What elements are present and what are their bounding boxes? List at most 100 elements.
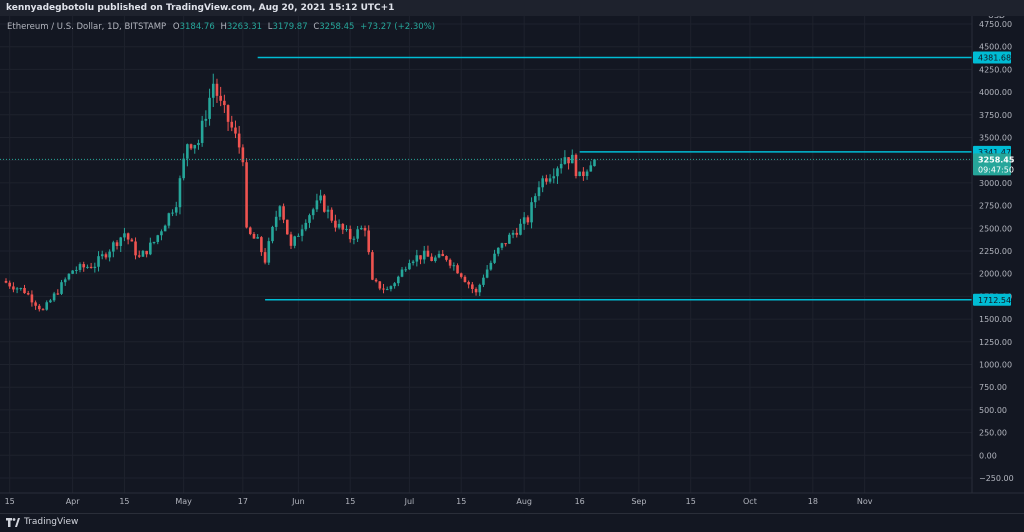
candle-body [467,282,470,285]
candle-body [430,256,433,261]
candle-body [567,157,570,164]
candle-body [82,264,86,268]
candle-body [86,266,89,268]
low-value: 3179.87 [272,22,308,32]
candle-body [537,187,541,197]
candle-body [382,288,385,290]
candle-body [67,273,71,280]
candle-body [397,276,400,284]
horizontal-levels[interactable] [0,56,972,301]
candle-body [93,266,97,268]
candle-body [319,195,322,201]
candle-body [145,250,148,255]
price-tick-label: 3500.00 [979,134,1012,143]
candle-body [367,230,371,253]
candle-body [530,202,533,223]
candle-body [204,118,208,121]
candle-body [474,289,478,293]
time-tick-label: Jun [291,497,305,506]
candle-body [548,178,552,182]
candle-body [126,233,130,240]
time-tick-label: 16 [575,497,585,506]
candle-body [186,144,189,159]
candle-body [167,213,171,226]
price-axis[interactable]: −250.00 0.00 250.00 500.00 750.00 1000.00 1250… [979,11,1014,483]
candle-body [323,195,326,212]
time-tick-label: Oct [743,497,757,506]
publisher-text: kennyadegbotolu published on TradingView… [6,3,395,13]
time-axis[interactable]: 15 Apr 15 May 17 Jun 15 Jul 15 Aug 16 Sep 15 Oct 18 Nov [5,497,873,506]
candle-body [371,252,374,280]
candle-body [211,83,215,98]
candle-body [559,163,563,169]
candle-body [23,288,26,294]
candle-body [123,233,126,238]
price-tick-label: 2000.00 [979,270,1012,279]
chart-area[interactable]: −250.00 0.00 250.00 500.00 750.00 1000.00 1250… [0,11,1024,516]
level-price-tag [973,51,1011,64]
candle-body [315,200,319,210]
price-tick-label: 4750.00 [979,20,1012,29]
time-tick-label: 18 [808,497,818,506]
candle-body [308,215,311,223]
high-value: 3263.31 [226,22,263,32]
candle-body [504,243,507,245]
bar-countdown-label: 09:47:50 [978,165,1014,174]
candle-body [134,241,137,256]
candle-body [215,83,219,96]
candle-body [45,302,49,310]
price-tick-label: 250.00 [979,429,1007,438]
candle-body [15,288,19,290]
candle-body [341,223,345,230]
candle-body [419,255,422,260]
candle-body [522,217,526,224]
candle-body [274,216,278,227]
candle-body [541,178,544,188]
grid [0,16,972,493]
candle-body [437,253,441,258]
time-tick-label: 15 [456,497,466,506]
candle-body [278,206,282,217]
tradingview-logo[interactable]: TradingView [6,517,78,527]
candle-body [149,242,152,255]
candle-body [197,142,200,146]
price-tick-label: 0.00 [979,451,997,460]
candle-body [363,227,367,231]
price-chart[interactable]: −250.00 0.00 250.00 500.00 750.00 1000.00 1250… [0,11,1024,516]
candle-body [30,294,34,303]
candle-body [49,300,52,303]
candle-body [219,95,222,101]
candle-body [360,227,363,230]
candle-body [245,162,248,228]
candle-body [285,219,289,235]
candle-body [311,209,315,216]
candle-body [60,282,63,294]
candle-body [300,229,304,236]
low-label: L [267,22,273,32]
candle-body [330,209,333,221]
candle-body [526,217,530,223]
candle-body [223,100,226,106]
candle-body [515,232,519,235]
candle-body [485,269,489,278]
tradingview-logo-icon [6,517,20,527]
level-price-label: 3341.47 [978,148,1011,157]
candle-body [252,233,256,239]
candle-body [119,237,123,246]
price-tick-label: 1000.00 [979,361,1012,370]
open-label: O [172,22,180,32]
candle-body [582,171,585,177]
time-tick-label: Jul [404,497,415,506]
symbol-title[interactable]: Ethereum / U.S. Dollar, 1D, BITSTAMP [7,22,167,32]
candle-body [78,264,82,270]
time-tick-label: Sep [631,497,646,506]
candle-body [471,284,474,290]
change-value: +73.27 (+2.30%) [360,22,436,32]
candle-body [482,277,485,285]
candle-body [89,266,93,268]
candle-body [508,234,511,244]
candle-body [171,212,174,214]
candle-body [533,196,537,203]
candle-body [489,262,493,270]
